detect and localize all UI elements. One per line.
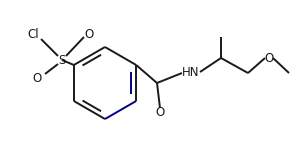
- Text: O: O: [84, 27, 94, 40]
- Text: HN: HN: [182, 66, 200, 78]
- Text: O: O: [155, 106, 165, 120]
- Text: O: O: [32, 71, 42, 84]
- Text: Cl: Cl: [27, 27, 39, 40]
- Text: S: S: [58, 53, 66, 66]
- Text: O: O: [264, 51, 274, 64]
